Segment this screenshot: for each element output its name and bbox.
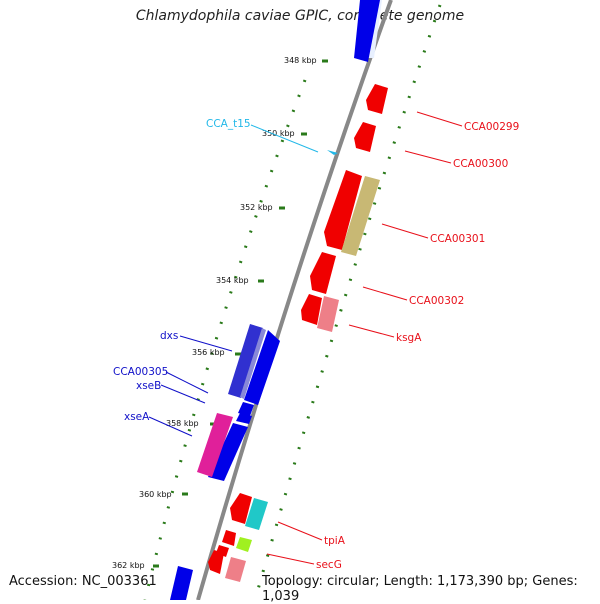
tick-label-362: 362 kbp xyxy=(112,561,145,570)
tick-label-348: 348 kbp xyxy=(284,56,317,65)
label-cca00300[interactable]: CCA00300 xyxy=(453,158,508,170)
gene-cca00301-olive[interactable] xyxy=(341,176,380,256)
gene-bottom-rev[interactable] xyxy=(170,566,193,600)
gene-xsea-magenta[interactable] xyxy=(197,413,233,477)
gene-cca00305[interactable] xyxy=(244,330,280,405)
gene-bottom-fwd[interactable] xyxy=(208,550,224,574)
gene-cca00299[interactable] xyxy=(366,84,388,114)
trna-cca-t15[interactable] xyxy=(327,150,338,155)
label-secg[interactable]: secG xyxy=(316,559,342,571)
gene-tpia-part[interactable] xyxy=(230,493,252,524)
gene-xseb-a[interactable] xyxy=(238,402,254,416)
gene-ksga-part[interactable] xyxy=(301,294,322,325)
label-cca00302[interactable]: CCA00302 xyxy=(409,295,464,307)
reverse-genes xyxy=(170,0,380,600)
label-cca00299[interactable]: CCA00299 xyxy=(464,121,519,133)
tick-label-354: 354 kbp xyxy=(216,276,249,285)
gene-top-rev[interactable] xyxy=(354,0,380,62)
tick-label-352: 352 kbp xyxy=(240,203,273,212)
gene-secg[interactable] xyxy=(236,537,252,552)
gene-xseb-b[interactable] xyxy=(236,413,252,424)
gene-ksga[interactable] xyxy=(317,296,339,332)
gene-cca00302[interactable] xyxy=(310,252,336,294)
gene-cca00301[interactable] xyxy=(324,170,362,250)
tick-label-358: 358 kbp xyxy=(166,419,199,428)
gene-xsea[interactable] xyxy=(208,423,248,481)
tick-label-350: 350 kbp xyxy=(262,129,295,138)
gene-cca00300[interactable] xyxy=(354,122,376,152)
label-cca00305[interactable]: CCA00305 xyxy=(113,366,168,378)
gene-bottom-pink[interactable] xyxy=(225,557,246,582)
label-cca00301[interactable]: CCA00301 xyxy=(430,233,485,245)
label-xseb[interactable]: xseB xyxy=(136,380,161,392)
gene-tpia[interactable] xyxy=(245,498,268,530)
tick-marks xyxy=(153,59,328,568)
accession-text: Accession: NC_003361 xyxy=(9,574,157,589)
label-leaders xyxy=(148,111,463,565)
label-cca-t15[interactable]: CCA_t15 xyxy=(206,118,251,130)
genome-backbone xyxy=(196,0,393,600)
tick-label-360: 360 kbp xyxy=(139,490,172,499)
label-dxs[interactable]: dxs xyxy=(160,330,178,342)
gene-secg-part[interactable] xyxy=(222,530,236,546)
gene-dxs-dark[interactable] xyxy=(228,324,263,398)
label-tpia[interactable]: tpiA xyxy=(324,535,346,547)
label-xsea[interactable]: xseA xyxy=(124,411,150,423)
gene-dxs-light[interactable] xyxy=(240,328,266,399)
tick-label-356: 356 kbp xyxy=(192,348,225,357)
label-ksga[interactable]: ksgA xyxy=(396,332,422,344)
